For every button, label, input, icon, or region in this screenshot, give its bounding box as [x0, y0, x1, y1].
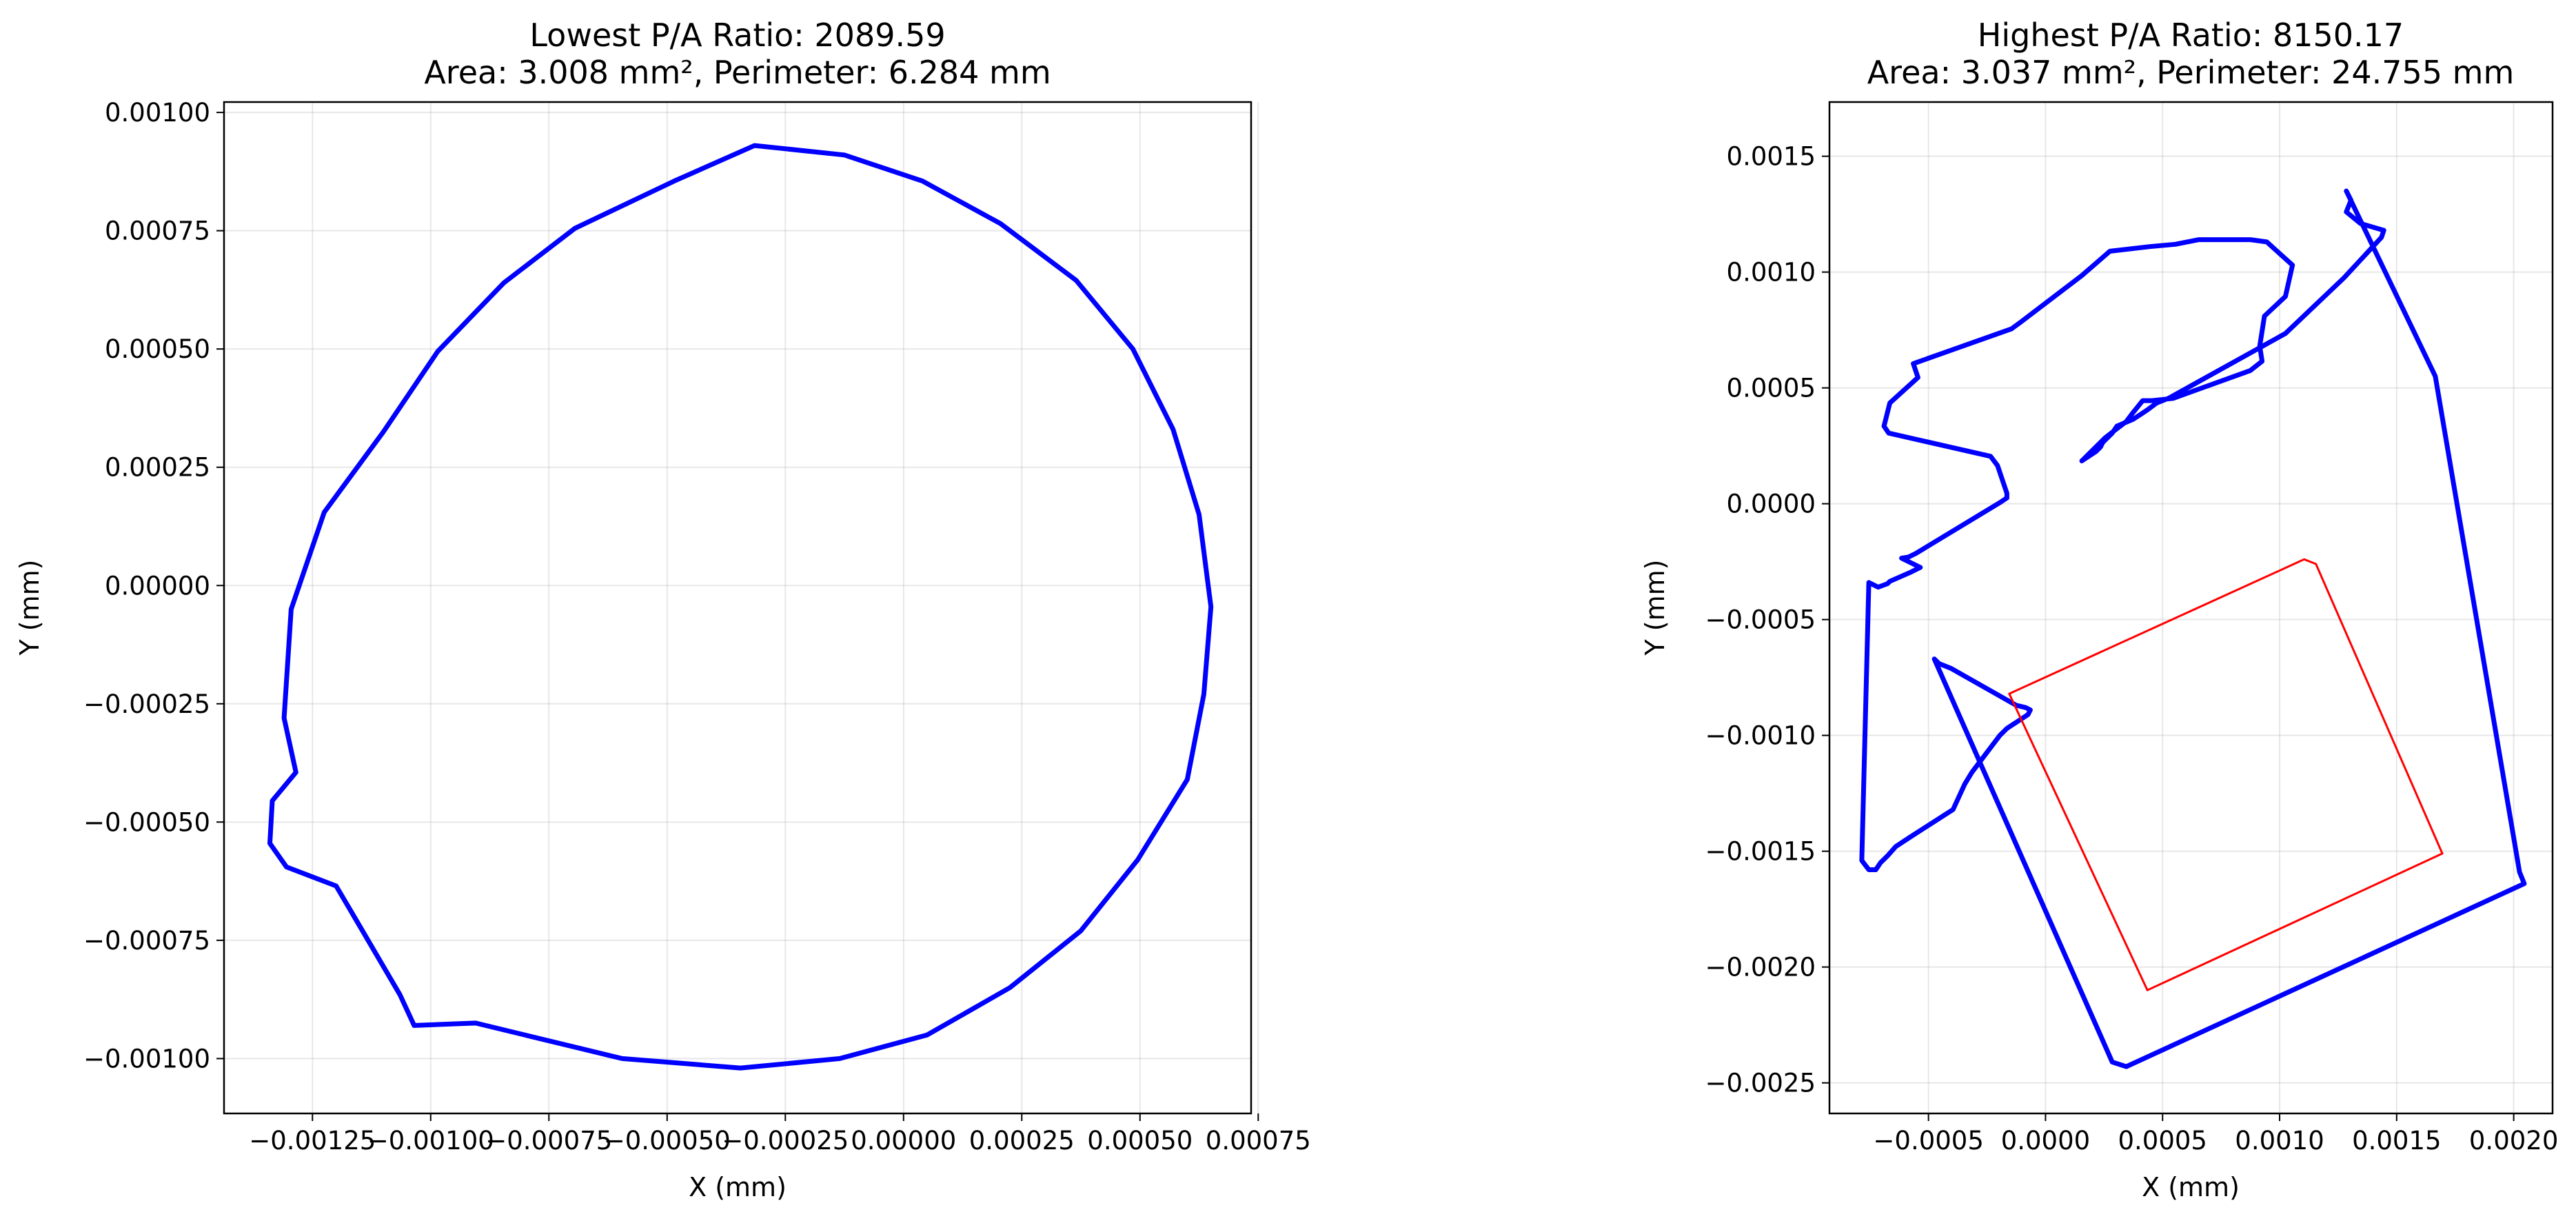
right-series-layer — [1859, 188, 2527, 1069]
left-y-tick-label: 0.00025 — [105, 453, 210, 483]
left-y-tick-label: 0.00000 — [105, 571, 210, 601]
left-y-tick-label: −0.00075 — [83, 926, 210, 956]
left-x-tick-label: 0.00000 — [851, 1126, 956, 1156]
right-y-tick-label: 0.0000 — [1727, 490, 1816, 519]
right-y-tick-label: −0.0015 — [1705, 837, 1816, 867]
left-y-tick-label: −0.00100 — [83, 1044, 210, 1073]
right-chart-title: Highest P/A Ratio: 8150.17 — [1978, 17, 2404, 54]
right-series-0-outline — [1859, 188, 2527, 1069]
right-x-tick-label: 0.0010 — [2235, 1126, 2324, 1156]
left-x-axis-label: X (mm) — [689, 1172, 787, 1202]
left-y-axis-label: Y (mm) — [14, 560, 45, 656]
left-x-tick-label: −0.00100 — [367, 1126, 494, 1156]
left-series-layer — [267, 143, 1214, 1071]
left-x-tick-label: 0.00025 — [969, 1126, 1075, 1156]
right-y-tick-label: −0.0005 — [1705, 605, 1816, 635]
right-subplot: Highest P/A Ratio: 8150.17 Area: 3.037 m… — [1640, 17, 2558, 1202]
left-y-tick-label: −0.00025 — [83, 689, 210, 719]
left-y-tick-label: 0.00050 — [105, 334, 210, 364]
left-y-tick-label: −0.00050 — [83, 807, 210, 837]
right-axes-frame — [1828, 101, 2554, 1115]
right-y-tick-label: 0.0015 — [1727, 142, 1816, 172]
left-x-tick-label: −0.00050 — [604, 1126, 731, 1156]
left-x-tick-label: 0.00075 — [1206, 1126, 1311, 1156]
right-x-tick-label: 0.0000 — [2001, 1126, 2090, 1156]
left-tick-layer: −0.00125−0.00100−0.00075−0.00050−0.00025… — [83, 98, 1311, 1156]
right-y-tick-label: −0.0010 — [1705, 721, 1816, 751]
left-x-tick-label: 0.00050 — [1087, 1126, 1193, 1156]
left-subplot: Lowest P/A Ratio: 2089.59 Area: 3.008 mm… — [14, 17, 1311, 1202]
right-x-tick-label: −0.0005 — [1873, 1126, 1983, 1156]
right-chart-subtitle: Area: 3.037 mm², Perimeter: 24.755 mm — [1867, 54, 2515, 91]
right-grid — [1829, 102, 2553, 1113]
right-series-1-outline — [2008, 558, 2444, 991]
right-y-tick-label: −0.0020 — [1705, 953, 1816, 982]
left-chart-title: Lowest P/A Ratio: 2089.59 — [529, 17, 945, 54]
right-y-axis-label: Y (mm) — [1640, 560, 1670, 656]
left-series-0-outline — [267, 143, 1214, 1071]
right-x-tick-label: 0.0015 — [2352, 1126, 2441, 1156]
right-y-tick-label: 0.0010 — [1727, 258, 1816, 287]
right-y-tick-label: 0.0005 — [1727, 374, 1816, 403]
right-x-tick-label: 0.0020 — [2469, 1126, 2558, 1156]
right-y-tick-label: −0.0025 — [1705, 1069, 1816, 1098]
left-x-tick-label: −0.00025 — [722, 1126, 849, 1156]
left-y-tick-label: 0.00075 — [105, 216, 210, 246]
left-x-tick-label: −0.00125 — [249, 1126, 376, 1156]
left-y-tick-label: 0.00100 — [105, 98, 210, 128]
right-tick-layer: −0.0005 0.0000 0.0005 0.0010 0.0015 0.0020 0.0… — [1705, 142, 2559, 1156]
right-x-tick-label: 0.0005 — [2118, 1126, 2207, 1156]
left-grid — [224, 102, 1259, 1113]
left-axes-frame — [223, 101, 1252, 1115]
left-x-tick-label: −0.00075 — [485, 1126, 612, 1156]
left-chart-subtitle: Area: 3.008 mm², Perimeter: 6.284 mm — [424, 54, 1051, 91]
right-x-axis-label: X (mm) — [2142, 1172, 2240, 1202]
